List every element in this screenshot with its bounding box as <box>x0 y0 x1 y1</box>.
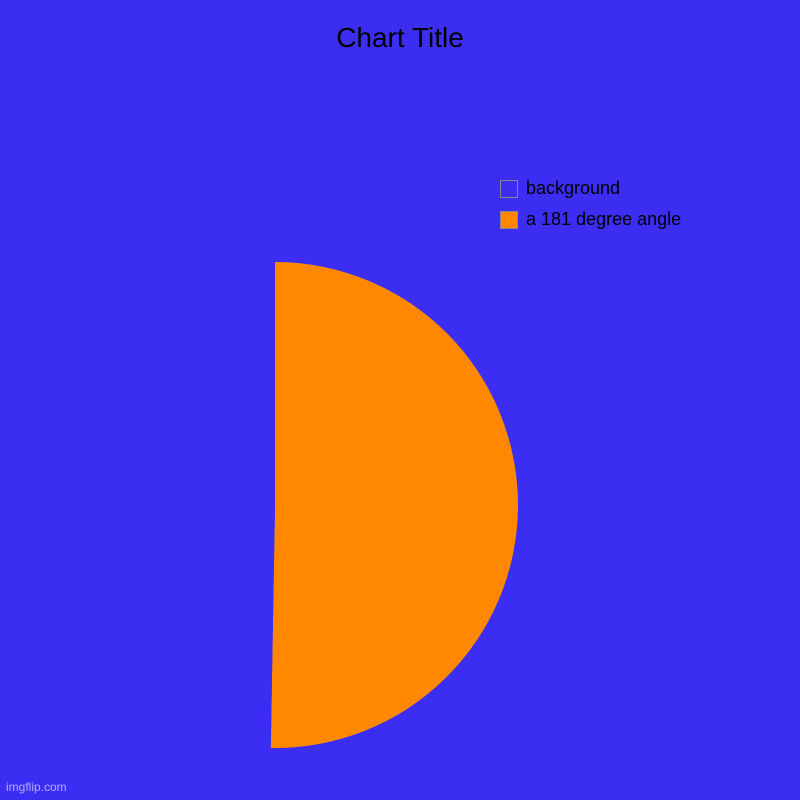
pie-slice <box>32 262 275 748</box>
pie-chart <box>30 260 520 750</box>
legend-swatch <box>500 180 518 198</box>
legend-swatch <box>500 211 518 229</box>
legend-item: a 181 degree angle <box>500 209 681 230</box>
legend-label: background <box>526 178 620 199</box>
watermark: imgflip.com <box>6 780 67 794</box>
legend-label: a 181 degree angle <box>526 209 681 230</box>
legend: background a 181 degree angle <box>500 178 681 240</box>
chart-title: Chart Title <box>336 22 464 54</box>
legend-item: background <box>500 178 681 199</box>
pie-slice <box>271 262 518 748</box>
pie-svg <box>30 260 520 750</box>
chart-container: Chart Title background a 181 degree angl… <box>0 0 800 800</box>
